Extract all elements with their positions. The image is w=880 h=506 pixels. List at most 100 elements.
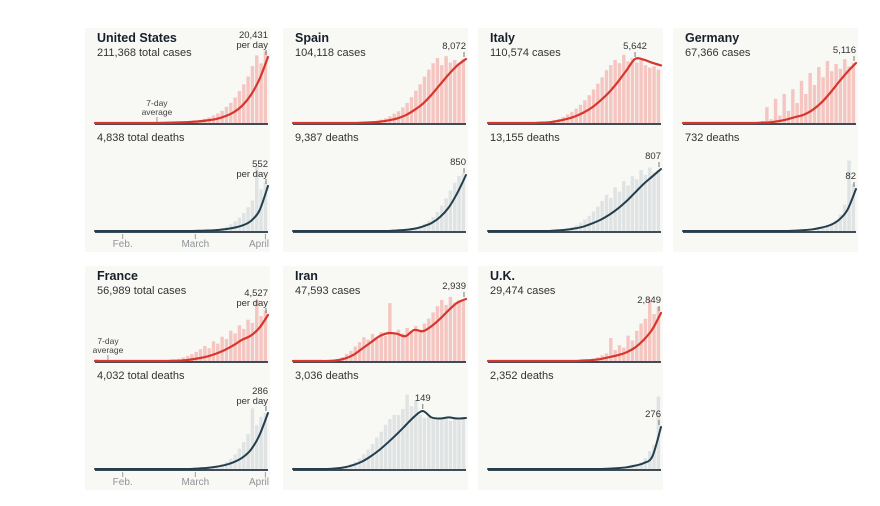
cases-total-label: 110,574 cases [490, 47, 561, 59]
deaths-peak-label: 807 [645, 151, 661, 167]
peak-value: 4,527 [244, 288, 268, 299]
country-title: Italy [490, 31, 516, 45]
deaths-bars [617, 396, 661, 470]
cases-avg-line [681, 61, 858, 125]
country-charts: 5,642 807 [486, 41, 663, 233]
peak-suffix: per day [236, 396, 268, 407]
cases-bars [531, 54, 661, 124]
peak-value: 286 [252, 386, 268, 397]
cases-peak-label: 2,849 [637, 295, 661, 311]
deaths-total-label: 3,036 deaths [295, 370, 359, 382]
deaths-avg-line [94, 412, 269, 471]
cases-baseline [95, 361, 268, 363]
country-charts: 8,072 850 [291, 41, 468, 233]
deaths-total-label: 9,387 deaths [295, 132, 359, 144]
cases-baseline [683, 123, 856, 125]
deaths-chart: 82 [682, 160, 857, 233]
peak-value: 149 [415, 393, 431, 404]
deaths-peak-label: 149 [415, 393, 431, 409]
cases-peak-label: 8,072 [442, 41, 466, 57]
cases-baseline [293, 123, 466, 125]
deaths-bars [194, 408, 268, 470]
cases-avg-line [93, 313, 270, 363]
country-charts: 2,849 276 [486, 295, 663, 471]
peak-value: 5,116 [833, 45, 856, 56]
deaths-baseline [488, 231, 661, 233]
month-label: April [249, 239, 269, 250]
country-charts: 5,116 82 [681, 45, 858, 233]
annotation-text: 7-day [146, 98, 168, 108]
cases-total-label: 56,989 total cases [97, 285, 187, 297]
peak-value: 5,642 [623, 41, 647, 52]
cases-bars [331, 296, 466, 362]
peak-value: 807 [645, 151, 661, 162]
cases-total-label: 29,474 cases [490, 285, 556, 297]
country-title: United States [97, 31, 177, 45]
country-panel-italy: Italy 110,574 cases 13,155 deaths 5,642 8… [478, 28, 663, 252]
peak-value: 20,431 [239, 30, 268, 41]
peak-suffix: per day [236, 298, 268, 309]
cases-bars [574, 299, 661, 362]
cases-baseline [293, 361, 466, 363]
peak-suffix: per day [236, 40, 268, 51]
country-panel-france: France 56,989 total cases 4,032 total de… [85, 266, 270, 490]
cases-avg-line [291, 57, 468, 125]
peak-value: 850 [450, 157, 466, 168]
month-axis: Feb. March April [113, 472, 269, 488]
deaths-chart: 807 [487, 151, 662, 233]
deaths-peak-label: 276 [645, 409, 661, 425]
annotation-text: average [93, 345, 124, 355]
deaths-bars [331, 394, 466, 470]
cases-chart: 2,849 [486, 295, 663, 363]
country-panel-germany: Germany 67,366 cases 732 deaths 5,116 82 [673, 28, 858, 252]
deaths-avg-line [292, 174, 467, 233]
annotation-text: 7-day [97, 336, 119, 346]
month-axis: Feb. March April [113, 234, 269, 250]
deaths-avg-line [94, 185, 269, 233]
annotation-text: average [142, 107, 173, 117]
cases-chart: 2,939 [291, 281, 468, 363]
cases-chart: 8,072 [291, 41, 468, 125]
deaths-avg-line [292, 410, 467, 471]
cases-chart: 5,642 [486, 41, 663, 125]
month-label: March [181, 239, 209, 250]
cases-total-label: 47,593 cases [295, 285, 361, 297]
cases-total-label: 67,366 cases [685, 47, 751, 59]
deaths-total-label: 2,352 deaths [490, 370, 554, 382]
deaths-avg-line [487, 426, 662, 471]
deaths-peak-label: 850 [450, 157, 466, 173]
cases-baseline [488, 123, 661, 125]
month-label: Feb. [113, 477, 133, 488]
deaths-bars [548, 167, 661, 232]
peak-value: 82 [845, 171, 856, 182]
deaths-avg-line [682, 188, 857, 233]
cases-total-label: 211,368 total cases [97, 47, 192, 59]
country-panel-spain: Spain 104,118 cases 9,387 deaths 8,072 85… [283, 28, 468, 252]
deaths-bars [388, 173, 466, 232]
cases-peak-label: 2,939 [442, 281, 466, 297]
month-label: April [249, 477, 269, 488]
cases-peak-label: 5,642 [623, 41, 647, 57]
cases-baseline [95, 123, 268, 125]
cases-avg-line [93, 55, 270, 125]
country-title: France [97, 269, 138, 283]
deaths-total-label: 13,155 deaths [490, 132, 560, 144]
peak-value: 2,939 [442, 281, 466, 292]
cases-peak-label: 5,116 [833, 45, 856, 61]
cases-bars [747, 59, 856, 125]
peak-suffix: per day [236, 169, 268, 180]
country-panel-iran: Iran 47,593 cases 3,036 deaths 2,939 149 [283, 266, 468, 490]
cases-total-label: 104,118 cases [295, 47, 366, 59]
cases-avg-line [486, 57, 663, 125]
country-title: Iran [295, 269, 318, 283]
